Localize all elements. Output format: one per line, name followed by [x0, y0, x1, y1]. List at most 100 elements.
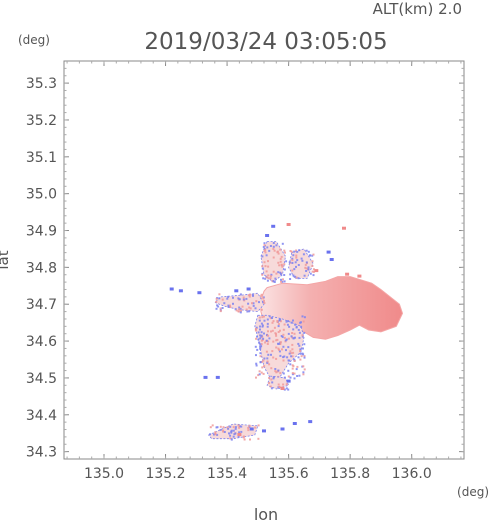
echo-pixel: [278, 350, 281, 353]
echo-pixel: [249, 307, 252, 310]
echo-pixel: [261, 366, 264, 369]
echo-pixel: [309, 254, 312, 257]
echo-pixel: [283, 274, 286, 276]
echo-pixel: [273, 249, 276, 252]
echo-pixel: [242, 436, 245, 439]
echo-pixel: [303, 274, 306, 277]
x-axis-label: lon: [254, 505, 278, 521]
echo-pixel: [273, 281, 276, 283]
echo-pixel: [293, 372, 296, 375]
echo-pixel: [259, 325, 261, 328]
echo-pixel: [229, 425, 232, 428]
echo-pixel: [301, 352, 304, 355]
echo-pixel: [312, 270, 315, 273]
echo-pixel: [263, 332, 265, 335]
echo-pixel: [289, 278, 292, 280]
echo-pixel: [271, 321, 274, 324]
echo-pixel: [272, 270, 275, 273]
echo-pixel: [255, 354, 257, 357]
echo-pixel: [291, 372, 294, 375]
echo-pixel: [275, 244, 278, 247]
echo-pixel: [245, 297, 248, 300]
echo-pixel: [261, 338, 264, 341]
echo-pixel: [277, 383, 280, 386]
echo-pixel: [263, 315, 265, 318]
radar-echo-layer: [169, 223, 404, 441]
echo-pixel: [305, 249, 308, 252]
echo-pixel: [258, 316, 261, 319]
echo-pixel: [251, 293, 254, 296]
echo-pixel: [291, 367, 294, 370]
echo-pixel: [234, 432, 237, 435]
echo-pixel: [272, 377, 275, 380]
echo-speckle: [326, 250, 331, 254]
echo-pixel: [222, 430, 225, 433]
echo-pixel: [228, 432, 230, 435]
echo-pixel: [255, 364, 258, 367]
echo-pixel: [279, 320, 282, 323]
echo-pixel: [257, 338, 260, 341]
echo-pixel: [272, 340, 275, 343]
echo-pixel: [279, 260, 282, 263]
echo-pixel: [237, 435, 240, 438]
echo-pixel: [282, 356, 285, 359]
echo-pixel: [277, 342, 280, 345]
echo-pixel: [219, 307, 222, 310]
echo-pixel: [302, 371, 305, 374]
echo-speckle: [234, 289, 239, 293]
echo-pixel: [277, 271, 280, 274]
echo-pixel: [262, 301, 265, 304]
echo-pixel: [272, 376, 275, 379]
echo-speckle: [308, 420, 313, 424]
echo-pixel: [307, 250, 310, 253]
echo-pixel: [297, 356, 300, 359]
echo-pixel: [254, 307, 257, 310]
echo-pixel: [300, 321, 302, 324]
echo-pixel: [230, 431, 233, 434]
echo-pixel: [259, 343, 262, 346]
echo-pixel: [293, 358, 296, 361]
echo-pixel: [275, 272, 278, 275]
echo-pixel: [297, 277, 300, 280]
echo-pixel: [262, 337, 265, 340]
echo-pixel: [301, 259, 304, 262]
echo-pixel: [264, 248, 267, 251]
echo-pixel: [213, 433, 215, 436]
echo-pixel: [219, 310, 222, 313]
echo-pixel: [279, 329, 281, 332]
echo-pixel: [229, 304, 231, 307]
echo-pixel: [255, 326, 258, 329]
echo-pixel: [230, 438, 233, 441]
echo-pixel: [291, 257, 294, 260]
echo-speckle: [292, 422, 297, 425]
echo-speckle: [249, 427, 254, 431]
echo-pixel: [262, 359, 265, 362]
echo-speckle: [342, 226, 346, 230]
echo-pixel: [291, 269, 294, 272]
x-tick-label: 135.6: [269, 466, 309, 482]
echo-pixel: [227, 304, 230, 307]
echo-pixel: [287, 337, 290, 340]
echo-pixel: [235, 309, 238, 312]
echo-pixel: [264, 341, 267, 344]
echo-pixel: [257, 331, 260, 334]
echo-pixel: [243, 438, 246, 441]
echo-pixel: [283, 355, 286, 358]
y-tick-label: 34.8: [26, 260, 57, 276]
echo-pixel: [267, 330, 269, 333]
echo-pixel: [279, 372, 282, 375]
echo-pixel: [247, 302, 250, 305]
echo-pixel: [292, 254, 295, 257]
echo-pixel: [260, 371, 263, 374]
echo-pixel: [242, 296, 245, 299]
echo-pixel: [262, 246, 265, 248]
echo-pixel: [232, 426, 235, 429]
echo-pixel: [230, 429, 233, 432]
echo-pixel: [280, 263, 283, 266]
echo-pixel: [260, 334, 263, 337]
echo-pixel: [261, 324, 264, 327]
echo-speckle: [237, 433, 242, 436]
echo-pixel: [261, 316, 264, 319]
echo-pixel: [261, 265, 264, 268]
echo-pixel: [258, 301, 260, 304]
